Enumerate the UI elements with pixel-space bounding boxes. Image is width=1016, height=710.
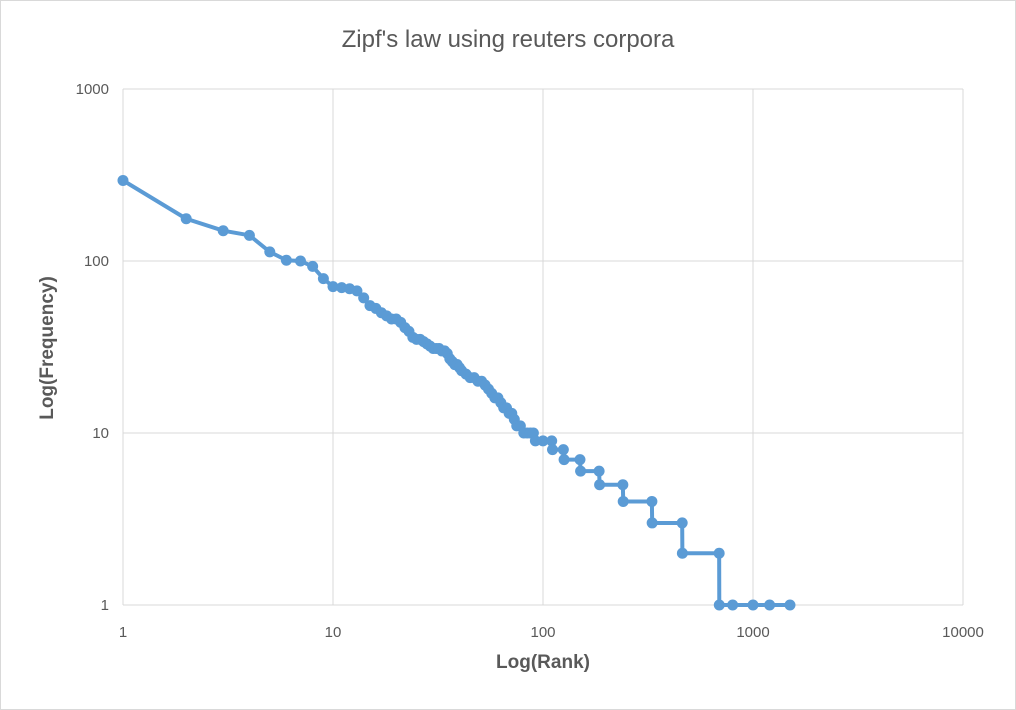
data-point <box>557 444 569 456</box>
y-tick-label: 1000 <box>76 81 109 98</box>
data-point <box>358 292 370 304</box>
x-axis-label: Log(Rank) <box>496 652 590 673</box>
data-point <box>351 285 363 297</box>
series-line <box>121 178 792 607</box>
data-series <box>117 174 796 611</box>
data-point <box>117 174 129 186</box>
y-axis-label: Log(Frequency) <box>37 276 58 420</box>
data-point <box>575 465 587 477</box>
data-point <box>547 444 559 456</box>
data-point <box>264 246 276 258</box>
data-point <box>594 479 606 491</box>
data-point <box>574 454 586 466</box>
data-point <box>747 599 759 611</box>
data-point <box>307 260 319 272</box>
data-point <box>180 213 192 225</box>
y-tick-label: 100 <box>84 253 109 270</box>
data-point <box>784 599 796 611</box>
x-tick-label: 10 <box>325 624 342 641</box>
data-point <box>537 435 549 447</box>
data-point <box>317 273 329 285</box>
data-point <box>646 495 658 507</box>
data-point <box>617 495 629 507</box>
data-point <box>546 435 558 447</box>
x-tick-label: 1000 <box>736 624 769 641</box>
chart-title: Zipf's law using reuters corpora <box>341 26 675 53</box>
data-point <box>294 255 306 267</box>
data-point <box>217 225 229 237</box>
y-tick-labels: 1 10 100 1000 <box>76 81 109 614</box>
data-point <box>243 229 255 241</box>
x-tick-label: 10000 <box>942 624 984 641</box>
data-point <box>593 465 605 477</box>
data-point <box>676 547 688 559</box>
data-point <box>764 599 776 611</box>
data-point <box>327 281 339 293</box>
x-tick-labels: 1 10 100 1000 10000 <box>119 624 984 641</box>
data-point <box>558 454 570 466</box>
data-point <box>529 435 541 447</box>
y-tick-label: 1 <box>101 597 109 614</box>
data-point <box>727 599 739 611</box>
gridlines <box>122 88 964 606</box>
data-point <box>713 599 725 611</box>
data-point <box>646 517 658 529</box>
data-point <box>617 479 629 491</box>
data-point <box>676 517 688 529</box>
x-tick-label: 100 <box>530 624 555 641</box>
y-tick-label: 10 <box>92 425 109 442</box>
data-point <box>713 547 725 559</box>
data-point <box>280 254 292 266</box>
x-tick-label: 1 <box>119 624 127 641</box>
